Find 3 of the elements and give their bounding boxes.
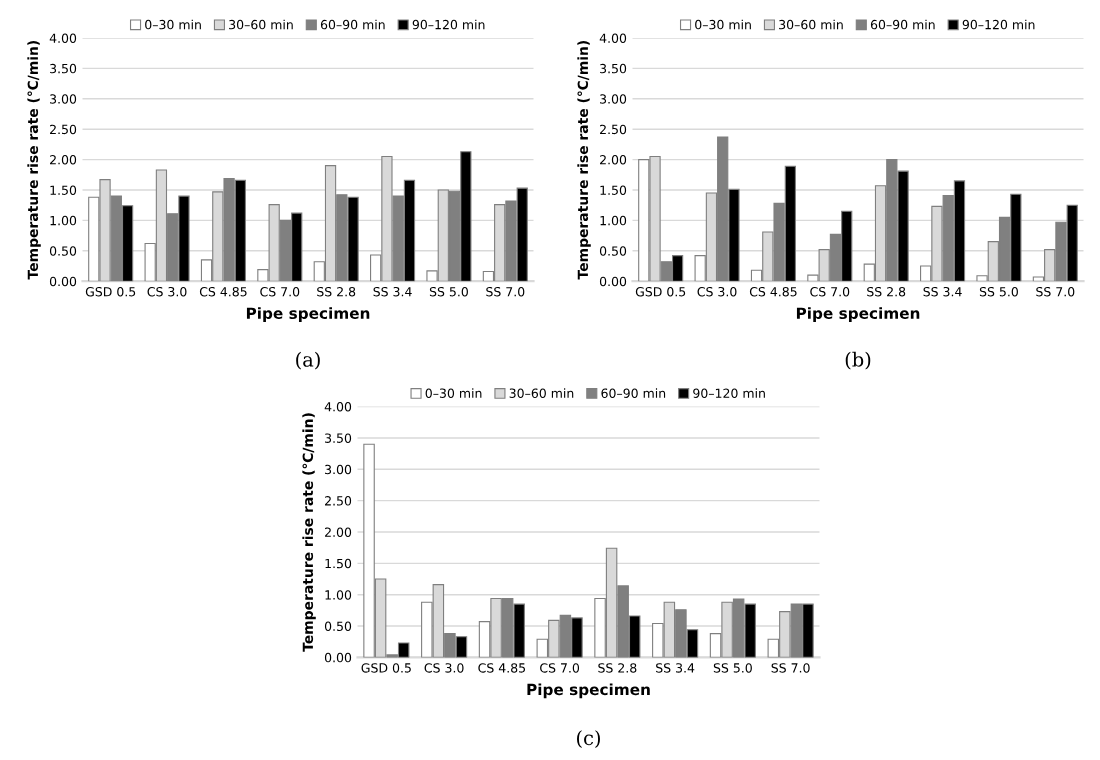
text: (c) — [577, 730, 600, 748]
text: (a) — [296, 351, 320, 370]
text: (b) — [845, 351, 871, 370]
